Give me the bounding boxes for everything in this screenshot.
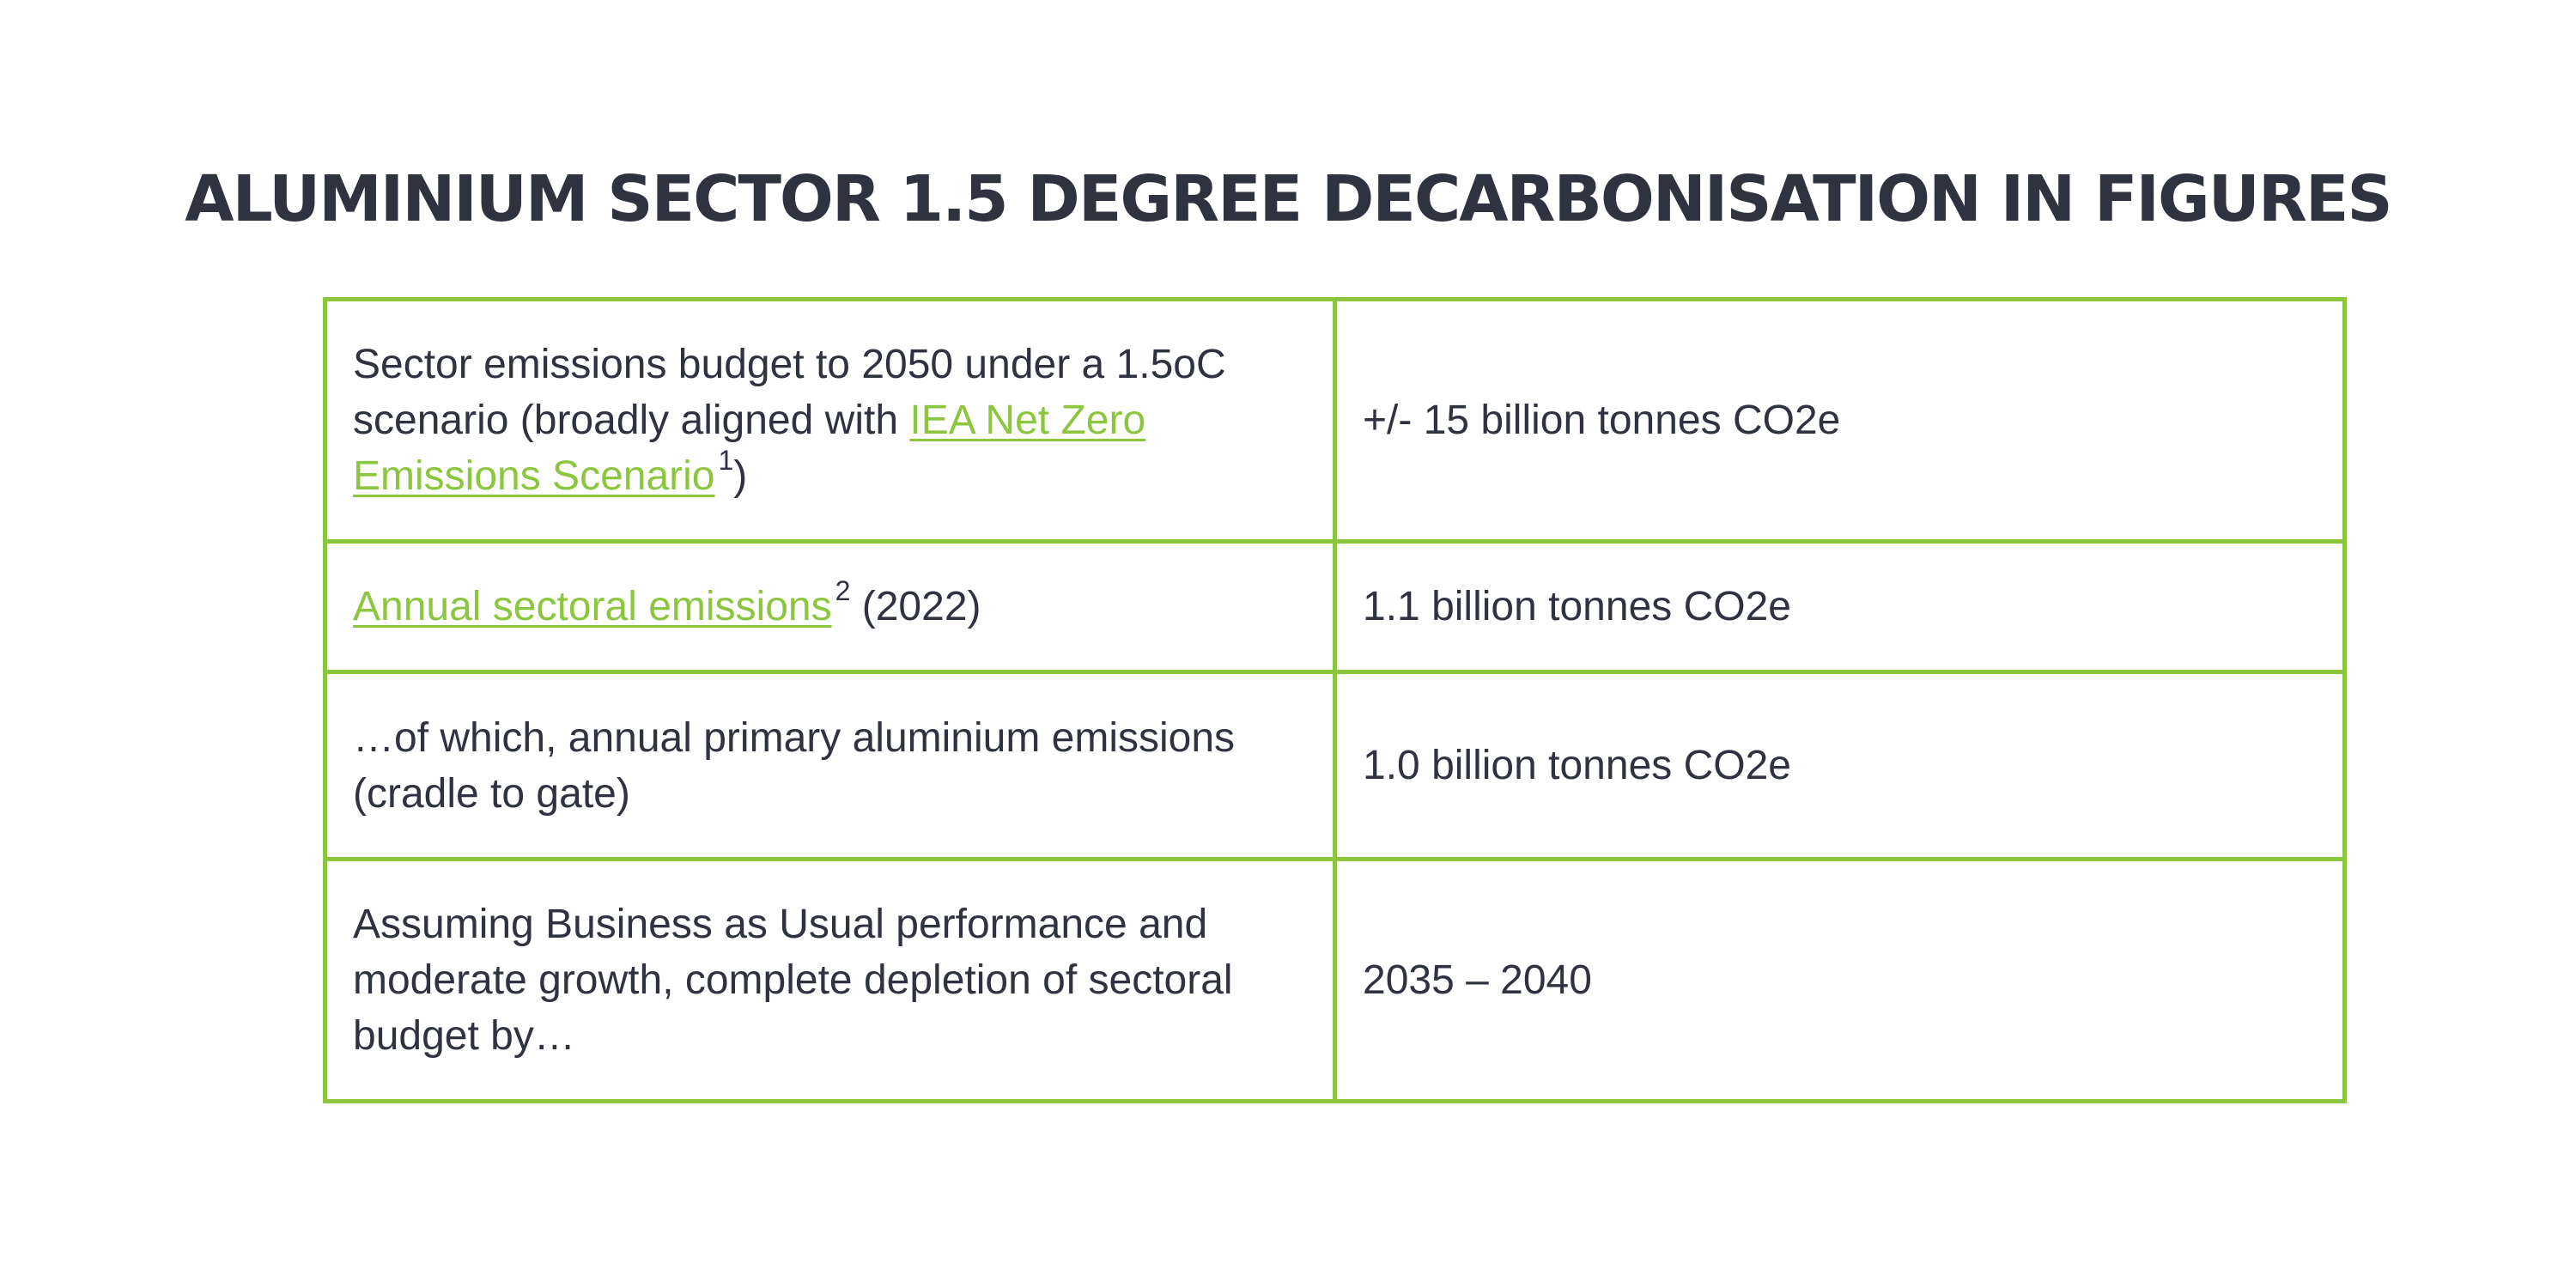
annual-emissions-label-cell: Annual sectoral emissions 2 (2022) bbox=[323, 539, 1337, 674]
table-row: Sector emissions budget to 2050 under a … bbox=[323, 297, 2347, 544]
iea-net-zero-link[interactable]: IEA Net Zero Emissions Scenario bbox=[353, 398, 1146, 499]
depletion-label-cell: Assuming Business as Usual performance a… bbox=[323, 857, 1337, 1103]
primary-aluminium-label-cell: …of which, annual primary aluminium emis… bbox=[323, 670, 1337, 861]
table-row: Assuming Business as Usual performance a… bbox=[323, 857, 2347, 1103]
budget-label-cell: Sector emissions budget to 2050 under a … bbox=[323, 297, 1337, 544]
footnote-ref-2[interactable]: 2 bbox=[835, 575, 851, 606]
budget-label-text: Sector emissions budget to 2050 under a … bbox=[353, 342, 1226, 443]
budget-label-close: ) bbox=[733, 453, 748, 499]
budget-value-cell: +/- 15 billion tonnes CO2e bbox=[1333, 297, 2347, 544]
annual-emissions-value-cell: 1.1 billion tonnes CO2e bbox=[1333, 539, 2347, 674]
figures-table: Sector emissions budget to 2050 under a … bbox=[323, 297, 2347, 1103]
annual-emissions-year: (2022) bbox=[850, 584, 981, 629]
annual-sectoral-emissions-link[interactable]: Annual sectoral emissions bbox=[353, 584, 832, 629]
primary-aluminium-value-cell: 1.0 billion tonnes CO2e bbox=[1333, 670, 2347, 861]
footnote-ref-1[interactable]: 1 bbox=[718, 445, 734, 476]
table-row: …of which, annual primary aluminium emis… bbox=[323, 670, 2347, 861]
page-title: ALUMINIUM SECTOR 1.5 DEGREE DECARBONISAT… bbox=[185, 162, 2392, 236]
depletion-value-cell: 2035 – 2040 bbox=[1333, 857, 2347, 1103]
table-row: Annual sectoral emissions 2 (2022) 1.1 bi… bbox=[323, 539, 2347, 674]
